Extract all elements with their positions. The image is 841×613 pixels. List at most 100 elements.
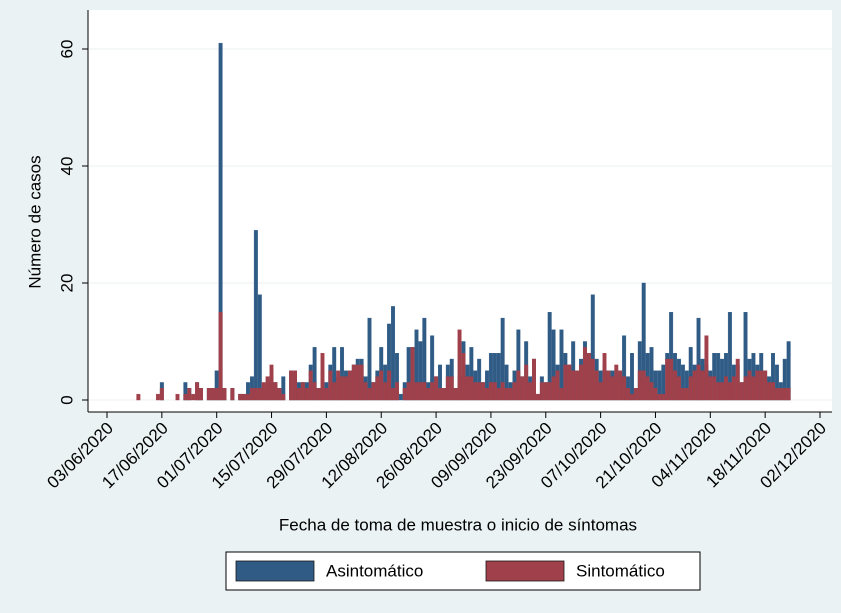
bar: [461, 353, 466, 401]
bar: [273, 382, 278, 401]
bar: [281, 393, 286, 401]
bar: [445, 376, 450, 401]
bar: [441, 388, 446, 401]
bar: [633, 388, 638, 401]
bar: [195, 382, 200, 401]
bar: [410, 347, 415, 401]
bar: [520, 376, 525, 401]
bar: [367, 388, 372, 401]
bar: [692, 370, 697, 401]
bar: [308, 370, 313, 401]
bar: [720, 382, 725, 401]
bar: [375, 376, 380, 401]
bar: [402, 388, 407, 401]
bar: [535, 393, 540, 401]
bar: [426, 388, 431, 401]
x-axis-title: Fecha de toma de muestra o inicio de sín…: [279, 515, 637, 534]
bar: [641, 370, 646, 401]
bar: [430, 382, 435, 401]
bar: [680, 388, 685, 401]
bar: [238, 393, 243, 401]
bar: [731, 376, 736, 401]
bar: [249, 388, 254, 401]
bar: [344, 376, 348, 401]
bar: [222, 388, 227, 401]
bar: [175, 393, 180, 401]
bar: [532, 358, 536, 401]
legend-label: Asintomático: [326, 561, 423, 580]
bar: [351, 364, 356, 401]
bar: [434, 376, 439, 401]
bar: [253, 388, 258, 401]
bar: [465, 376, 470, 401]
y-tick-label: 20: [57, 274, 76, 293]
y-tick-label: 0: [57, 395, 76, 404]
bar: [199, 388, 203, 401]
bar: [449, 376, 454, 401]
bar: [716, 382, 721, 401]
bar: [340, 376, 345, 401]
bar: [618, 370, 623, 401]
bar: [637, 370, 642, 401]
bar: [296, 388, 301, 401]
bar: [704, 335, 709, 401]
bar: [210, 388, 215, 401]
bar: [673, 370, 678, 401]
bar: [645, 376, 650, 401]
bar: [324, 388, 329, 401]
bar: [293, 370, 298, 401]
bar: [359, 364, 364, 401]
bar: [771, 382, 775, 401]
bar: [469, 376, 474, 401]
bar: [253, 230, 258, 401]
bar: [367, 317, 372, 401]
bar: [246, 393, 250, 401]
bar: [755, 370, 760, 401]
bar: [277, 388, 282, 401]
bar: [735, 358, 740, 401]
bar: [594, 370, 599, 401]
bar: [481, 382, 486, 401]
bar: [622, 376, 627, 401]
bar: [155, 393, 160, 401]
legend-swatch: [235, 560, 315, 582]
bar: [727, 382, 732, 401]
bar: [586, 353, 591, 401]
y-tick-label: 60: [57, 40, 76, 59]
bar: [363, 382, 368, 401]
bar: [332, 382, 337, 401]
bar: [547, 382, 552, 401]
bar: [551, 376, 556, 401]
bar: [606, 370, 611, 401]
legend-label: Sintomático: [576, 561, 665, 580]
bar: [391, 306, 395, 401]
bar: [677, 376, 681, 401]
bar: [269, 364, 274, 401]
bar: [387, 370, 392, 401]
bar: [191, 393, 196, 401]
bar: [379, 370, 384, 401]
bar: [724, 376, 728, 401]
bar: [371, 382, 376, 401]
bar: [712, 376, 717, 401]
bar: [394, 382, 399, 401]
bar: [347, 370, 352, 401]
bar: [610, 376, 615, 401]
bar: [257, 294, 262, 401]
legend-swatch: [485, 560, 565, 582]
bar: [555, 370, 560, 401]
bar: [438, 388, 442, 401]
bar: [289, 370, 294, 401]
bar: [786, 388, 791, 401]
bar: [598, 382, 603, 401]
bar: [206, 388, 211, 401]
bar: [508, 388, 513, 401]
bar: [743, 376, 748, 401]
bar: [571, 370, 576, 401]
bar: [767, 382, 772, 401]
bar: [688, 376, 693, 401]
bar: [763, 370, 768, 401]
bar: [504, 388, 509, 401]
bar: [320, 353, 325, 401]
